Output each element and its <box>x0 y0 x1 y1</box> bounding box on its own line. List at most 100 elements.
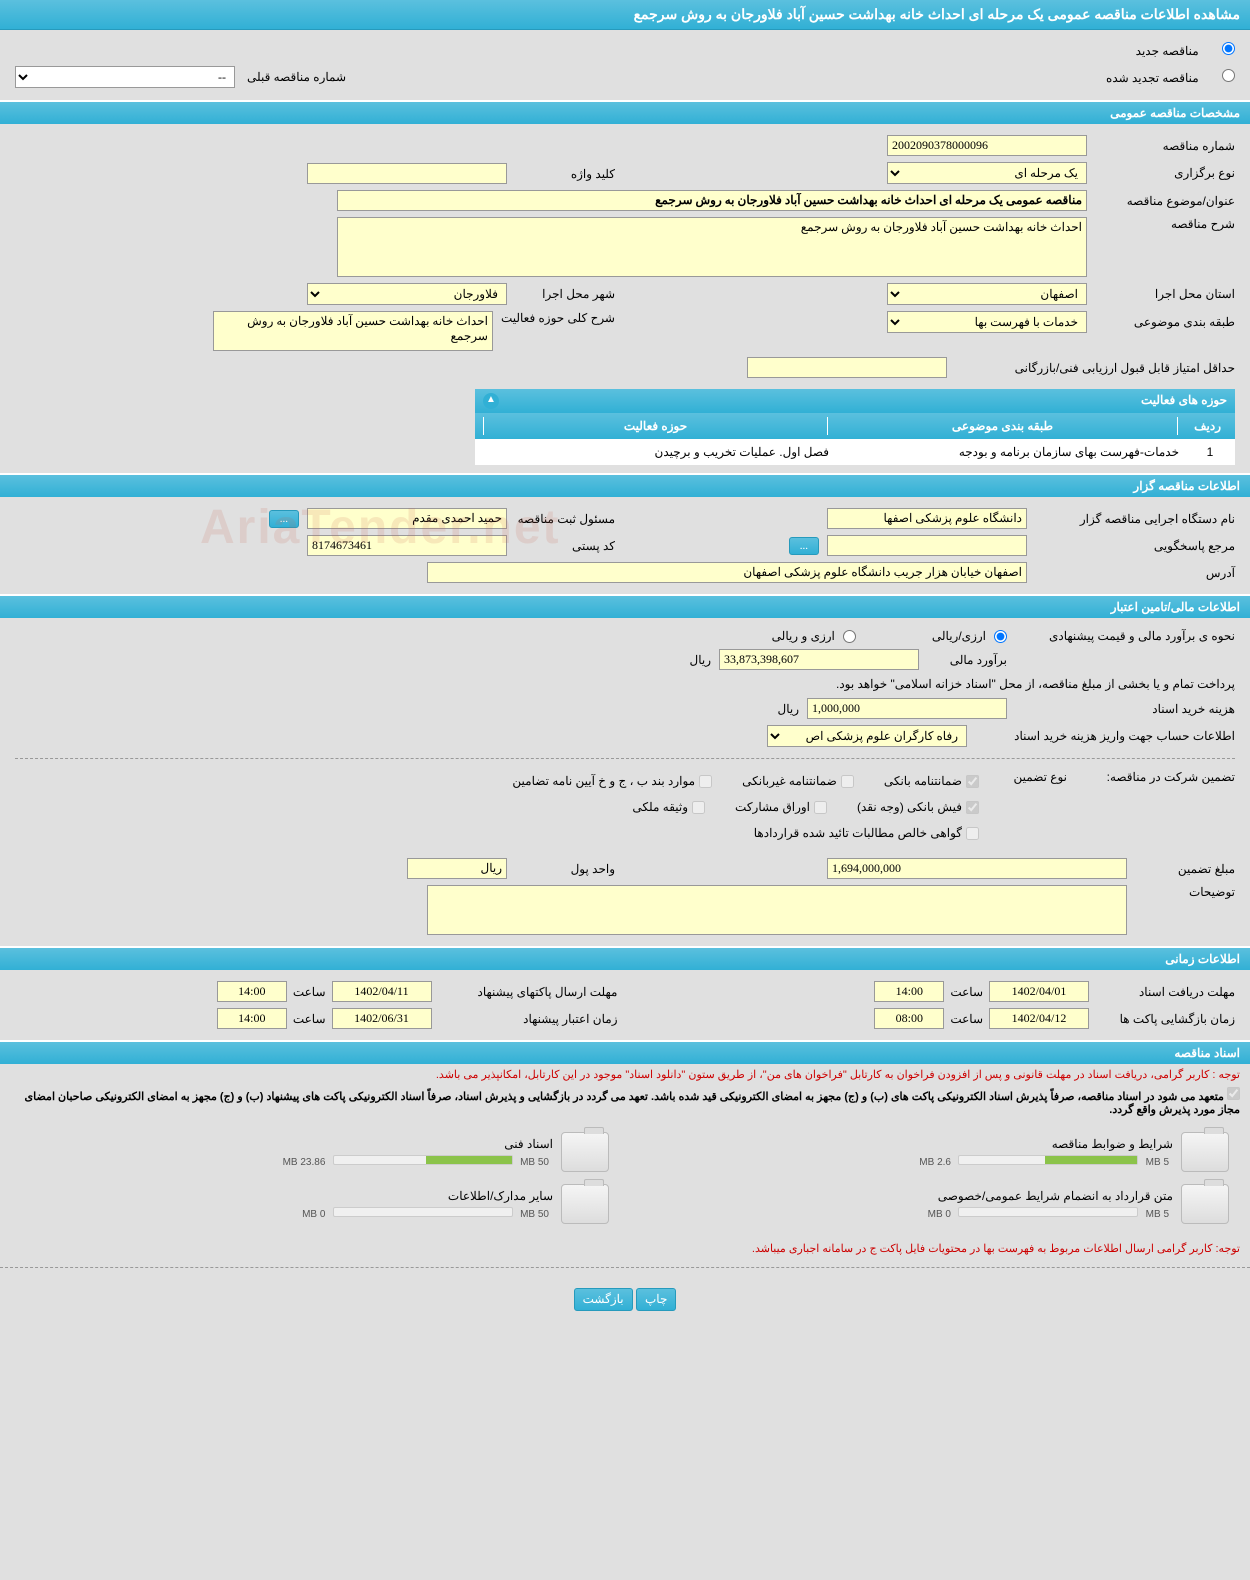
table-row: 1 خدمات-فهرست بهای سازمان برنامه و بودجه… <box>475 439 1235 465</box>
chk-nonbank <box>841 775 854 788</box>
label-currency2: ریال <box>777 702 799 716</box>
chk-regulation <box>699 775 712 788</box>
select-city[interactable]: فلاورجان <box>307 283 507 305</box>
chk-bank <box>966 775 979 788</box>
input-receive-date[interactable] <box>989 981 1089 1002</box>
collapse-icon[interactable]: ▲ <box>483 393 499 409</box>
chk-commit <box>1227 1087 1240 1100</box>
btn-responsible-more[interactable]: ... <box>269 510 299 528</box>
back-button[interactable]: بازگشت <box>574 1288 633 1311</box>
file-used: 23.86 MB <box>283 1157 326 1168</box>
treasury-note: پرداخت تمام و یا بخشی از مبلغ مناقصه، از… <box>15 673 1235 695</box>
label-time3: ساعت <box>950 1012 983 1026</box>
input-opening-date[interactable] <box>989 1008 1089 1029</box>
section-organizer: اطلاعات مناقصه گزار <box>0 473 1250 497</box>
label-doc-cost: هزینه خرید اسناد <box>1015 702 1235 716</box>
input-validity-date[interactable] <box>332 1008 432 1029</box>
section-timing: اطلاعات زمانی <box>0 946 1250 970</box>
label-address: آدرس <box>1035 566 1235 580</box>
select-category[interactable]: خدمات با فهرست بها <box>887 311 1087 333</box>
input-org-name[interactable] <box>827 508 1027 529</box>
input-doc-cost[interactable] <box>807 698 1007 719</box>
input-validity-time[interactable] <box>217 1008 287 1029</box>
progress-bar <box>333 1207 513 1217</box>
label-title: عنوان/موضوع مناقصه <box>1095 194 1235 208</box>
label-desc: شرح مناقصه <box>1095 217 1235 231</box>
input-opening-time[interactable] <box>874 1008 944 1029</box>
input-send-time[interactable] <box>217 981 287 1002</box>
label-guarantee-amount: مبلغ تضمین <box>1135 862 1235 876</box>
input-responsible[interactable] <box>307 508 507 529</box>
label-time1: ساعت <box>950 985 983 999</box>
textarea-activity-desc[interactable] <box>213 311 493 351</box>
file-item: اسناد فنی 50 MB 23.86 MB <box>15 1126 615 1178</box>
label-notes: توضیحات <box>1135 885 1235 899</box>
select-tender-type[interactable]: یک مرحله ای <box>887 162 1087 184</box>
folder-icon <box>561 1184 609 1224</box>
input-contact[interactable] <box>827 535 1027 556</box>
file-used: 0 MB <box>302 1209 325 1220</box>
file-title: اسناد فنی <box>21 1137 553 1151</box>
label-currency-unit: واحد پول <box>515 862 615 876</box>
input-address[interactable] <box>427 562 1027 583</box>
file-size: 5 MB <box>1146 1157 1169 1168</box>
label-org-name: نام دستگاه اجرایی مناقصه گزار <box>1035 512 1235 526</box>
select-province[interactable]: اصفهان <box>887 283 1087 305</box>
print-button[interactable]: چاپ <box>636 1288 676 1311</box>
label-contact: مرجع پاسخگویی <box>1035 539 1235 553</box>
file-item: شرایط و ضوابط مناقصه 5 MB 2.6 MB <box>635 1126 1235 1178</box>
select-prev-number[interactable]: -- <box>15 66 235 88</box>
input-postal[interactable] <box>307 535 507 556</box>
progress-bar <box>958 1207 1138 1217</box>
radio-both[interactable] <box>843 630 856 643</box>
input-receive-time[interactable] <box>874 981 944 1002</box>
input-keyword[interactable] <box>307 163 507 184</box>
label-tender-type: نوع برگزاری <box>1095 166 1235 180</box>
th-activity: حوزه فعالیت <box>483 417 827 435</box>
input-estimate[interactable] <box>719 649 919 670</box>
file-item: سایر مدارک/اطلاعات 50 MB 0 MB <box>15 1178 615 1230</box>
select-account[interactable]: رفاه کارگران علوم پزشکی اص <box>767 725 967 747</box>
input-send-date[interactable] <box>332 981 432 1002</box>
file-title: سایر مدارک/اطلاعات <box>21 1189 553 1203</box>
label-estimate: برآورد مالی <box>927 653 1007 667</box>
file-size: 50 MB <box>520 1209 549 1220</box>
file-used: 0 MB <box>928 1209 951 1220</box>
textarea-notes[interactable] <box>427 885 1127 935</box>
label-guarantee-type: نوع تضمین <box>987 770 1067 784</box>
label-new-tender: مناقصه جدید <box>1136 44 1199 58</box>
input-guarantee-amount[interactable] <box>827 858 1127 879</box>
label-opening: زمان بازگشایی پاکت ها <box>1095 1012 1235 1026</box>
file-title: متن قرارداد به انضمام شرایط عمومی/خصوصی <box>641 1189 1173 1203</box>
file-title: شرایط و ضوابط مناقصه <box>641 1137 1173 1151</box>
label-receive-deadline: مهلت دریافت اسناد <box>1095 985 1235 999</box>
label-time2: ساعت <box>293 985 326 999</box>
label-send-deadline: مهلت ارسال پاکتهای پیشنهاد <box>438 985 618 999</box>
label-prev-number: شماره مناقصه قبلی <box>247 70 346 84</box>
section-documents: اسناد مناقصه <box>0 1040 1250 1064</box>
file-used: 2.6 MB <box>919 1157 951 1168</box>
file-item: متن قرارداد به انضمام شرایط عمومی/خصوصی … <box>635 1178 1235 1230</box>
radio-renewed-tender[interactable] <box>1222 69 1235 82</box>
input-title[interactable] <box>337 190 1087 211</box>
label-renewed-tender: مناقصه تجدید شده <box>1106 71 1199 85</box>
input-min-score[interactable] <box>747 357 947 378</box>
label-currency: ریال <box>689 653 711 667</box>
radio-new-tender[interactable] <box>1222 42 1235 55</box>
section-financial: اطلاعات مالی/تامین اعتبار <box>0 594 1250 618</box>
textarea-desc[interactable] <box>337 217 1087 277</box>
folder-icon <box>1181 1184 1229 1224</box>
doc-note3: توجه: کاربر گرامی ارسال اطلاعات مربوط به… <box>0 1238 1250 1259</box>
progress-bar <box>958 1155 1138 1165</box>
radio-rial[interactable] <box>994 630 1007 643</box>
chk-property <box>692 801 705 814</box>
input-tender-number[interactable] <box>887 135 1087 156</box>
label-category: طبقه بندی موضوعی <box>1095 315 1235 329</box>
page-title: مشاهده اطلاعات مناقصه عمومی یک مرحله ای … <box>0 0 1250 30</box>
btn-contact-more[interactable]: ... <box>789 537 819 555</box>
folder-icon <box>561 1132 609 1172</box>
doc-note2: متعهد می شود در اسناد مناقصه، صرفاً پذیر… <box>25 1091 1240 1116</box>
label-account: اطلاعات حساب جهت واریز هزینه خرید اسناد <box>975 729 1235 743</box>
input-currency-unit[interactable] <box>407 858 507 879</box>
label-tender-number: شماره مناقصه <box>1095 139 1235 153</box>
